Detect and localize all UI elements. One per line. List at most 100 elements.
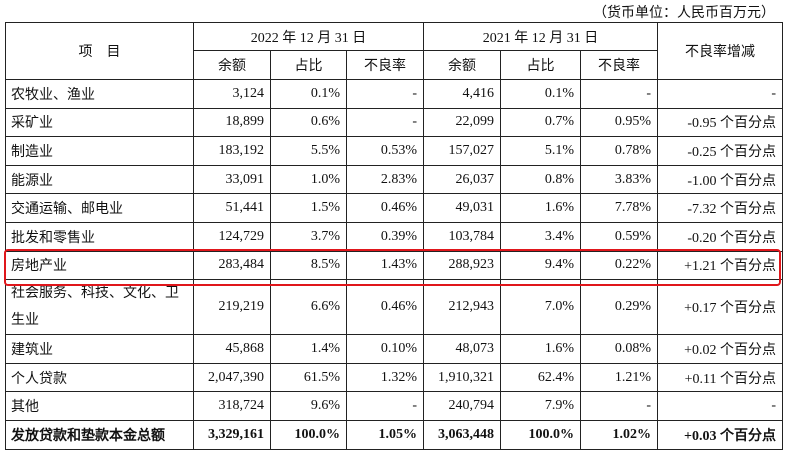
cell-n22: 0.46% (345, 279, 425, 336)
cell-b21: 288,923 (423, 250, 502, 281)
cell-b21: 26,037 (423, 164, 502, 195)
cell-b21: 4,416 (423, 79, 502, 109)
cell-chg: +1.21 个百分点 (657, 250, 784, 281)
cell-name: 个人贷款 (5, 362, 194, 393)
cell-s22: 1.0% (270, 164, 347, 195)
cell-name: 建筑业 (5, 334, 194, 364)
header-share-2021: 占比 (500, 50, 582, 80)
cell-n21: 0.95% (580, 107, 659, 138)
table-row: 社会服务、科技、文化、卫生业 219,219 6.6% 0.46% 212,943 7.0… (5, 279, 784, 336)
cell-s22: 8.5% (270, 250, 347, 281)
cell-n21: - (580, 391, 659, 421)
cell-s21: 0.7% (500, 107, 582, 138)
cell-b21: 212,943 (423, 279, 502, 336)
cell-b21: 22,099 (423, 107, 502, 138)
cell-chg: -1.00 个百分点 (657, 164, 784, 195)
cell-b21: 48,073 (423, 334, 502, 364)
cell-chg: +0.17 个百分点 (657, 279, 784, 336)
cell-b21: 1,910,321 (423, 362, 502, 393)
cell-b21: 157,027 (423, 136, 502, 166)
cell-s22: 6.6% (270, 279, 347, 336)
header-share-2022: 占比 (270, 50, 347, 80)
cell-b21: 3,063,448 (423, 419, 502, 450)
header-npl-2022: 不良率 (345, 50, 425, 80)
cell-name: 批发和零售业 (5, 221, 194, 252)
cell-s21: 0.8% (500, 164, 582, 195)
cell-s21: 5.1% (500, 136, 582, 166)
cell-n21: 0.78% (580, 136, 659, 166)
cell-s22: 0.6% (270, 107, 347, 138)
header-npl-2021: 不良率 (580, 50, 659, 80)
cell-name: 交通运输、邮电业 (5, 193, 194, 223)
cell-s22: 5.5% (270, 136, 347, 166)
cell-n21: 0.59% (580, 221, 659, 252)
table-row: 建筑业 45,868 1.4% 0.10% 48,073 1.6% 0.08% +0.02 个… (5, 334, 784, 364)
cell-b22: 283,484 (193, 250, 271, 281)
cell-chg: -0.95 个百分点 (657, 107, 784, 138)
cell-n21: 0.08% (580, 334, 659, 364)
cell-b21: 49,031 (423, 193, 502, 223)
cell-chg: -0.25 个百分点 (657, 136, 784, 166)
table-row: 能源业 33,091 1.0% 2.83% 26,037 0.8% 3.83% -1.00 个… (5, 164, 784, 195)
cell-chg: -0.20 个百分点 (657, 221, 784, 252)
cell-b22: 51,441 (193, 193, 271, 223)
cell-b22: 3,329,161 (193, 419, 271, 450)
cell-n22: 1.43% (345, 250, 425, 281)
cell-n22: 0.46% (345, 193, 425, 223)
loan-industry-table: 项 目 2022 年 12 月 31 日 2021 年 12 月 31 日 不良… (5, 22, 784, 450)
table-row: 制造业 183,192 5.5% 0.53% 157,027 5.1% 0.78% -0.25… (5, 136, 784, 166)
cell-s21: 62.4% (500, 362, 582, 393)
table-row: 采矿业 18,899 0.6% -22,099 0.7% 0.95% -0.95 个百分点 (5, 107, 784, 138)
cell-n22: 1.05% (345, 419, 425, 450)
cell-n22: 0.39% (345, 221, 425, 252)
cell-chg: +0.11 个百分点 (657, 362, 784, 393)
cell-b22: 183,192 (193, 136, 271, 166)
cell-chg: -7.32 个百分点 (657, 193, 784, 223)
cell-name: 能源业 (5, 164, 194, 195)
cell-s21: 0.1% (500, 79, 582, 109)
table-row: 交通运输、邮电业 51,441 1.5% 0.46% 49,031 1.6% 7.78% -7… (5, 193, 784, 223)
cell-b22: 219,219 (193, 279, 271, 336)
table-row: 农牧业、渔业 3,124 0.1% -4,416 0.1% - - (5, 79, 784, 109)
cell-b22: 3,124 (193, 79, 271, 109)
cell-n21: 7.78% (580, 193, 659, 223)
cell-s21: 100.0% (500, 419, 582, 450)
header-npl-change: 不良率增减 (657, 22, 784, 80)
header-2022: 2022 年 12 月 31 日 (192, 22, 425, 51)
currency-unit-note: （货币单位：人民币百万元） (593, 6, 775, 21)
cell-n21: - (580, 79, 659, 109)
cell-n22: - (345, 79, 425, 109)
cell-s22: 1.4% (270, 334, 347, 364)
cell-s21: 9.4% (500, 250, 582, 281)
cell-s22: 100.0% (270, 419, 347, 450)
cell-chg: - (657, 79, 784, 109)
cell-b22: 2,047,390 (193, 362, 271, 393)
cell-n21: 3.83% (580, 164, 659, 195)
cell-s22: 1.5% (270, 193, 347, 223)
cell-name: 制造业 (5, 136, 194, 166)
table-row: 个人贷款 2,047,390 61.5% 1.32% 1,910,321 62.4% 1.2… (5, 362, 784, 393)
cell-s21: 7.9% (500, 391, 582, 421)
table-row: 其他 318,724 9.6% -240,794 7.9% - - (5, 391, 784, 421)
header-item: 项 目 (5, 22, 194, 80)
cell-n21: 0.29% (580, 279, 659, 336)
cell-name: 采矿业 (5, 107, 194, 138)
cell-s21: 3.4% (500, 221, 582, 252)
cell-n22: - (345, 107, 425, 138)
cell-chg: +0.02 个百分点 (657, 334, 784, 364)
cell-n22: 0.53% (345, 136, 425, 166)
cell-n21: 0.22% (580, 250, 659, 281)
cell-s21: 7.0% (500, 279, 582, 336)
cell-n22: - (345, 391, 425, 421)
cell-name: 社会服务、科技、文化、卫生业 (5, 279, 194, 336)
cell-n22: 0.10% (345, 334, 425, 364)
table-row-total: 发放贷款和垫款本金总额 3,329,161 100.0% 1.05% 3,063,448… (5, 419, 784, 450)
cell-b22: 124,729 (193, 221, 271, 252)
cell-n22: 1.32% (345, 362, 425, 393)
cell-n22: 2.83% (345, 164, 425, 195)
cell-b22: 318,724 (193, 391, 271, 421)
header-balance-2021: 余额 (423, 50, 502, 80)
cell-b22: 33,091 (193, 164, 271, 195)
cell-s21: 1.6% (500, 193, 582, 223)
table-row: 批发和零售业 124,729 3.7% 0.39% 103,784 3.4% 0.59% -0… (5, 221, 784, 252)
